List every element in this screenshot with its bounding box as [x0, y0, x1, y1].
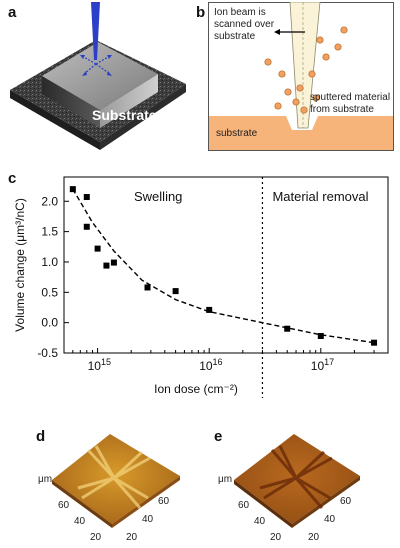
y-axis-label: Volume change (μm³/nC) — [13, 198, 27, 332]
plot-frame — [63, 176, 389, 354]
sputtered-particles — [264, 26, 348, 114]
tick-e-l3: 20 — [270, 532, 282, 543]
data-point — [94, 245, 101, 252]
ion-beam-cone — [289, 2, 321, 129]
panel-d-letter: d — [36, 428, 46, 445]
sputter-text-2: from substrate — [310, 104, 374, 115]
data-point — [172, 288, 179, 295]
pattern-e — [259, 445, 333, 509]
y-tick-label: 0.5 — [41, 285, 58, 299]
substrate-label: Substrate — [92, 107, 157, 123]
afm-image-d: μm 60 40 20 60 40 20 — [38, 434, 180, 543]
substrate-layer — [209, 116, 393, 150]
svg-text:sputtered material from su: sputtered material from substrate — [310, 92, 393, 115]
panel-c-letter: c — [8, 170, 17, 187]
x-tick-label: 1017 — [311, 357, 334, 373]
sputter-text-1: sputtered material — [310, 92, 390, 103]
arrow-left-icon — [274, 29, 280, 35]
region-label-swelling: Swelling — [134, 189, 182, 204]
tick-e-l2: 40 — [254, 516, 266, 527]
data-point — [284, 325, 291, 332]
tick-d-r3: 20 — [126, 532, 138, 543]
panel-a-image: Substrate — [10, 2, 186, 150]
y-tick-label: 0.0 — [41, 316, 58, 330]
y-tick-label: 1.5 — [41, 225, 58, 239]
data-point — [110, 259, 117, 266]
y-tick-label: 2.0 — [41, 194, 58, 208]
x-tick-label: 1015 — [88, 357, 111, 373]
volume-change-chart: -0.5 0.0 0.5 1.0 1.5 2.0 1015 1016 1017 Swelling… — [13, 176, 389, 398]
panel-a-letter: a — [8, 4, 17, 21]
scan-arrows-icon — [81, 55, 111, 75]
tick-d-l1: 60 — [58, 500, 70, 511]
region-label-removal: Material removal — [272, 189, 368, 204]
block-top — [42, 42, 158, 110]
tick-e-r3: 20 — [308, 532, 320, 543]
tick-e-l1: 60 — [238, 500, 250, 511]
pattern-d — [77, 445, 151, 509]
block-right-side — [100, 74, 158, 128]
beam-text-1: Ion beam is — [214, 7, 266, 18]
tick-e-r1: 60 — [340, 496, 352, 507]
x-tick-label: 1016 — [199, 357, 222, 373]
axis-unit-e: μm — [218, 474, 232, 485]
data-point — [206, 306, 213, 313]
tick-e-r2: 40 — [324, 514, 336, 525]
tick-d-l3: 20 — [90, 532, 102, 543]
data-point — [83, 194, 90, 201]
panel-e-letter: e — [214, 428, 223, 445]
data-point — [317, 333, 324, 340]
substrate-text: substrate — [216, 128, 258, 139]
data-point — [144, 284, 151, 291]
tick-d-r1: 60 — [158, 496, 170, 507]
beam-text-2: scanned over — [214, 19, 275, 30]
data-point — [69, 186, 76, 193]
svg-text:Ion beam is scanned over: Ion beam is scanned over substrate — [214, 7, 277, 42]
trend-line — [72, 188, 375, 344]
panel-b-letter: b — [196, 4, 206, 21]
afm-image-e: μm 60 40 20 60 40 20 — [218, 434, 360, 543]
beam-text-3: substrate — [214, 31, 256, 42]
x-axis-label: Ion dose (cm⁻²) — [154, 382, 238, 396]
tick-d-l2: 40 — [74, 516, 86, 527]
tick-d-r2: 40 — [142, 514, 154, 525]
y-tick-label: 1.0 — [41, 255, 58, 269]
ion-beam-needle — [91, 2, 100, 60]
data-point — [103, 262, 110, 269]
axis-unit-d: μm — [38, 474, 52, 485]
data-point — [371, 339, 378, 346]
block-left-side — [42, 76, 100, 128]
panel-b-schematic: Ion beam is scanned over substrate sputt… — [208, 2, 394, 151]
y-tick-label: -0.5 — [37, 346, 58, 360]
data-point — [83, 223, 90, 230]
